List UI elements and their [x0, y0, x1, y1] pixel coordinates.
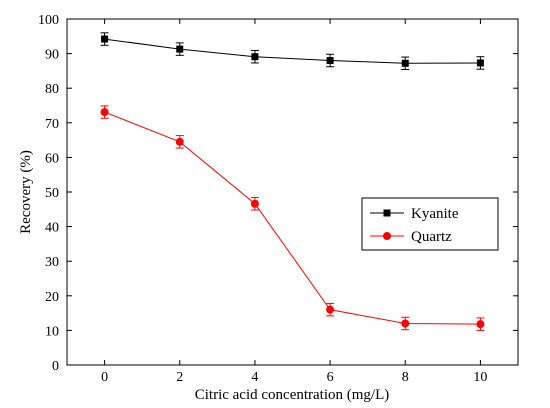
data-point-quartz: [401, 319, 410, 328]
data-point-kyanite: [476, 59, 484, 67]
data-point-kyanite: [401, 59, 409, 67]
data-point-quartz: [326, 305, 335, 314]
data-point-kyanite: [176, 45, 184, 53]
y-tick-label: 100: [38, 13, 59, 28]
data-point-quartz: [250, 199, 259, 208]
x-tick-label: 6: [327, 370, 334, 385]
plot-frame: [66, 18, 519, 366]
x-tick-label: 0: [101, 370, 108, 385]
y-tick-label: 20: [45, 290, 59, 305]
data-point-quartz: [175, 137, 184, 146]
y-tick-label: 60: [45, 151, 59, 166]
legend-marker-quartz: [383, 232, 391, 240]
series-layer: [100, 32, 485, 331]
legend: Kyanite Quartz: [361, 197, 499, 251]
y-tick-label: 80: [45, 82, 59, 97]
y-tick-label: 40: [45, 221, 59, 236]
y-tick-label: 50: [45, 186, 59, 201]
legend-label-kyanite: Kyanite: [411, 206, 459, 222]
y-tick-label: 10: [45, 324, 59, 339]
data-point-kyanite: [101, 35, 109, 43]
x-tick-label: 10: [473, 370, 487, 385]
x-tick-label: 4: [251, 370, 258, 385]
y-tick-label: 70: [45, 117, 59, 132]
data-point-kyanite: [326, 57, 334, 65]
y-tick-label: 90: [45, 48, 59, 63]
x-tick-label: 8: [402, 370, 409, 385]
x-axis-label: Citric acid concentration (mg/L): [195, 387, 390, 403]
data-point-kyanite: [251, 53, 259, 61]
x-tick-label: 2: [176, 370, 183, 385]
y-tick-label: 30: [45, 255, 59, 270]
data-point-quartz: [100, 108, 109, 117]
legend-box: [361, 197, 499, 251]
y-tick-label: 0: [52, 359, 59, 374]
legend-marker-kyanite: [383, 209, 391, 217]
series-line-kyanite: [104, 38, 481, 64]
legend-label-quartz: Quartz: [411, 229, 452, 245]
y-axis-label: Recovery (%): [18, 150, 34, 234]
series-line-quartz: [104, 111, 481, 325]
data-point-quartz: [476, 320, 485, 329]
